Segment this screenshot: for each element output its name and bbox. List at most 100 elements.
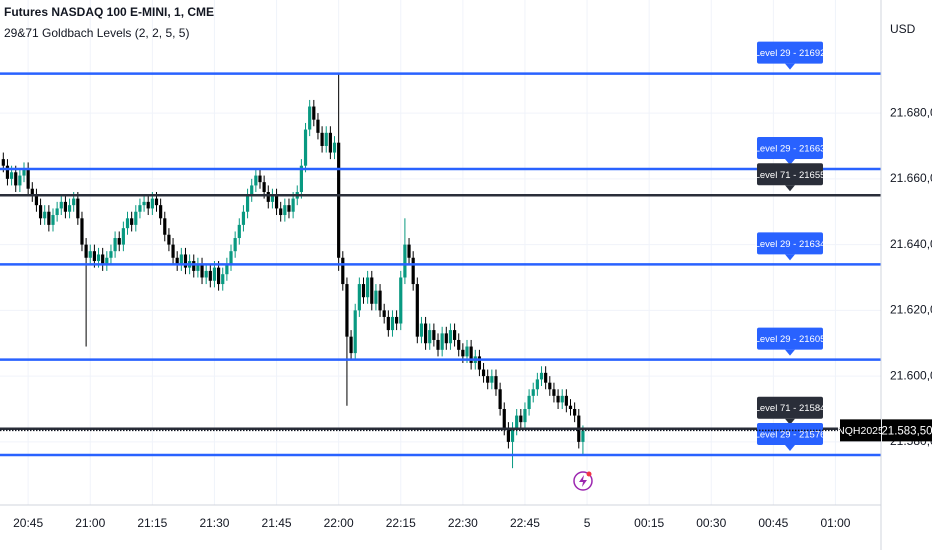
candle-body (18, 175, 22, 186)
candle-body (544, 372, 548, 383)
candle-body (258, 175, 262, 183)
candle-body (134, 211, 138, 225)
alert-bolt (579, 475, 587, 487)
level-label: Level 71 - 21655 (755, 170, 826, 181)
level-label-pointer (785, 445, 795, 452)
candle-body (175, 257, 179, 265)
candle-body (229, 251, 233, 265)
candle-body (14, 172, 18, 186)
candle-body (316, 119, 320, 133)
x-tick-label: 01:00 (820, 516, 850, 530)
candle-body (146, 201, 150, 209)
level-label-box (757, 423, 823, 446)
axes: 21.580,0021.600,0021.620,0021.640,0021.6… (13, 105, 932, 530)
candle-body (357, 284, 361, 311)
candle-body (494, 376, 498, 390)
candle-body (440, 333, 444, 350)
candle-body (556, 395, 560, 403)
candle-body (374, 290, 378, 304)
candle-body (366, 277, 370, 298)
y-tick-label: 21.660,00 (890, 171, 932, 185)
candle-body (279, 208, 283, 216)
candle-body (225, 264, 229, 275)
candle-body (221, 274, 225, 285)
candle-body (113, 238, 117, 252)
indicator-label: 29&71 Goldbach Levels (2, 2, 5, 5) (4, 26, 189, 40)
candle-body (67, 205, 72, 212)
candle-body (96, 254, 101, 262)
candle-body (361, 284, 366, 298)
candle-body (337, 142, 341, 258)
candle-body (88, 251, 92, 258)
level-label-box (757, 136, 823, 159)
candle-body (183, 254, 188, 268)
candle-body (270, 195, 275, 202)
candle-body (481, 369, 486, 377)
candle-body (552, 389, 556, 396)
level-label: Level 29 - 21605 (755, 334, 826, 345)
candle-body (266, 192, 270, 202)
candle-body (117, 238, 121, 245)
candle-body (386, 316, 390, 331)
candle-body (84, 244, 88, 258)
candle-body (274, 195, 279, 209)
candle-body (531, 389, 535, 396)
candle-body (411, 257, 415, 285)
candle-body (59, 201, 63, 209)
candle-body (109, 251, 113, 258)
candle-body (150, 198, 154, 209)
candle-body (283, 205, 287, 216)
alert-icon[interactable] (573, 471, 593, 491)
candle-body (130, 218, 134, 225)
candle-body (92, 251, 96, 262)
y-tick-label: 21.640,00 (890, 237, 932, 251)
candle-body (138, 205, 142, 212)
candle-body (142, 201, 146, 206)
candle-body (502, 408, 506, 429)
level-label-pointer (785, 349, 795, 356)
candle-body (167, 234, 171, 245)
candle-body (192, 261, 196, 271)
candle-body (519, 415, 523, 423)
candle-body (539, 372, 544, 380)
candle-body (477, 356, 482, 370)
candle-body (382, 310, 386, 317)
candle-body (378, 290, 382, 311)
candle-body (171, 244, 175, 258)
candle-body (22, 168, 26, 176)
candle-body (320, 132, 324, 146)
candle-body (444, 333, 448, 344)
level-label-box (757, 232, 823, 255)
candle-body (349, 336, 353, 354)
candle-body (332, 142, 337, 153)
candle-body (200, 264, 204, 278)
candle-body (469, 346, 473, 363)
candle-body (510, 428, 515, 442)
candle-body (423, 323, 428, 344)
candle-body (237, 224, 241, 239)
candle-body (121, 228, 125, 245)
candle-body (212, 267, 217, 281)
candle-body (43, 211, 47, 219)
currency-label: USD (890, 22, 916, 36)
x-tick-label: 22:00 (324, 516, 354, 530)
level-label-box (757, 41, 823, 64)
candle-body (154, 198, 159, 206)
level-label-pointer (785, 254, 795, 261)
candle-body (262, 182, 266, 193)
candle-body (548, 382, 552, 390)
candle-body (125, 218, 130, 229)
candle-body (395, 316, 399, 324)
candle-body (419, 323, 424, 337)
candle-body (345, 284, 349, 337)
candle-body (564, 395, 568, 406)
candle-body (34, 195, 39, 206)
candle-body (461, 349, 465, 357)
candle-body (535, 379, 539, 390)
candle-body (26, 168, 30, 189)
candle-body (80, 218, 84, 245)
level-label-pointer (785, 158, 795, 165)
candle-body (403, 244, 407, 278)
candle-body (47, 211, 51, 225)
